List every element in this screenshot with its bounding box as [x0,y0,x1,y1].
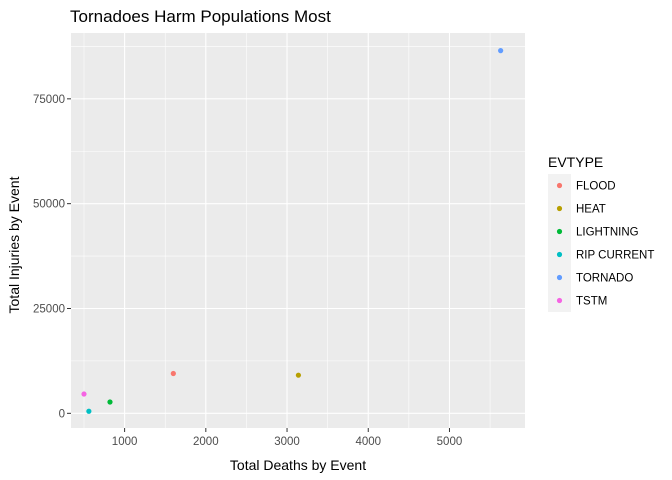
legend-label: TSTM [576,296,607,308]
legend-key-flood [556,182,563,189]
y-tick-label: 50000 [33,199,65,211]
legend-label: LIGHTNING [576,227,639,239]
y-tick-label: 25000 [33,303,65,315]
legend-key-heat [556,205,563,212]
x-tick-label: 5000 [437,436,463,448]
legend-label: TORNADO [576,273,633,285]
legend-key-tornado [556,274,563,281]
y-axis-ticks: 0 25000 50000 75000 [33,94,71,420]
x-tick-label: 2000 [193,436,219,448]
data-points [81,48,504,414]
legend-key-rip-current [556,251,563,258]
x-axis-ticks: 1000 2000 3000 4000 5000 [112,428,462,448]
major-grid [71,33,525,428]
x-axis-title: Total Deaths by Event [230,457,366,473]
legend: EVTYPE FLOOD HEAT LIGHTNING RIP CURRENT TORN… [548,154,654,312]
data-point-flood [170,370,176,377]
y-tick-label: 75000 [33,94,65,106]
data-point-lightning [107,399,113,405]
legend-label: FLOOD [576,181,616,193]
data-point-tstm [81,391,87,397]
legend-label: HEAT [576,204,606,216]
x-tick-label: 1000 [112,436,138,448]
legend-label: RIP CURRENT [576,250,654,262]
data-point-heat [295,372,302,378]
x-tick-label: 3000 [274,436,300,448]
x-tick-label: 4000 [355,436,381,448]
legend-title: EVTYPE [548,154,603,170]
legend-key-tstm [556,297,563,304]
chart-title: Tornadoes Harm Populations Most [70,7,331,26]
legend-key-lightning [556,228,563,235]
data-point-tornado [498,48,504,54]
y-tick-label: 0 [59,408,65,420]
data-point-rip-current [86,408,92,414]
plot-panel [71,33,525,428]
y-axis-title: Total Injuries by Event [6,176,22,313]
